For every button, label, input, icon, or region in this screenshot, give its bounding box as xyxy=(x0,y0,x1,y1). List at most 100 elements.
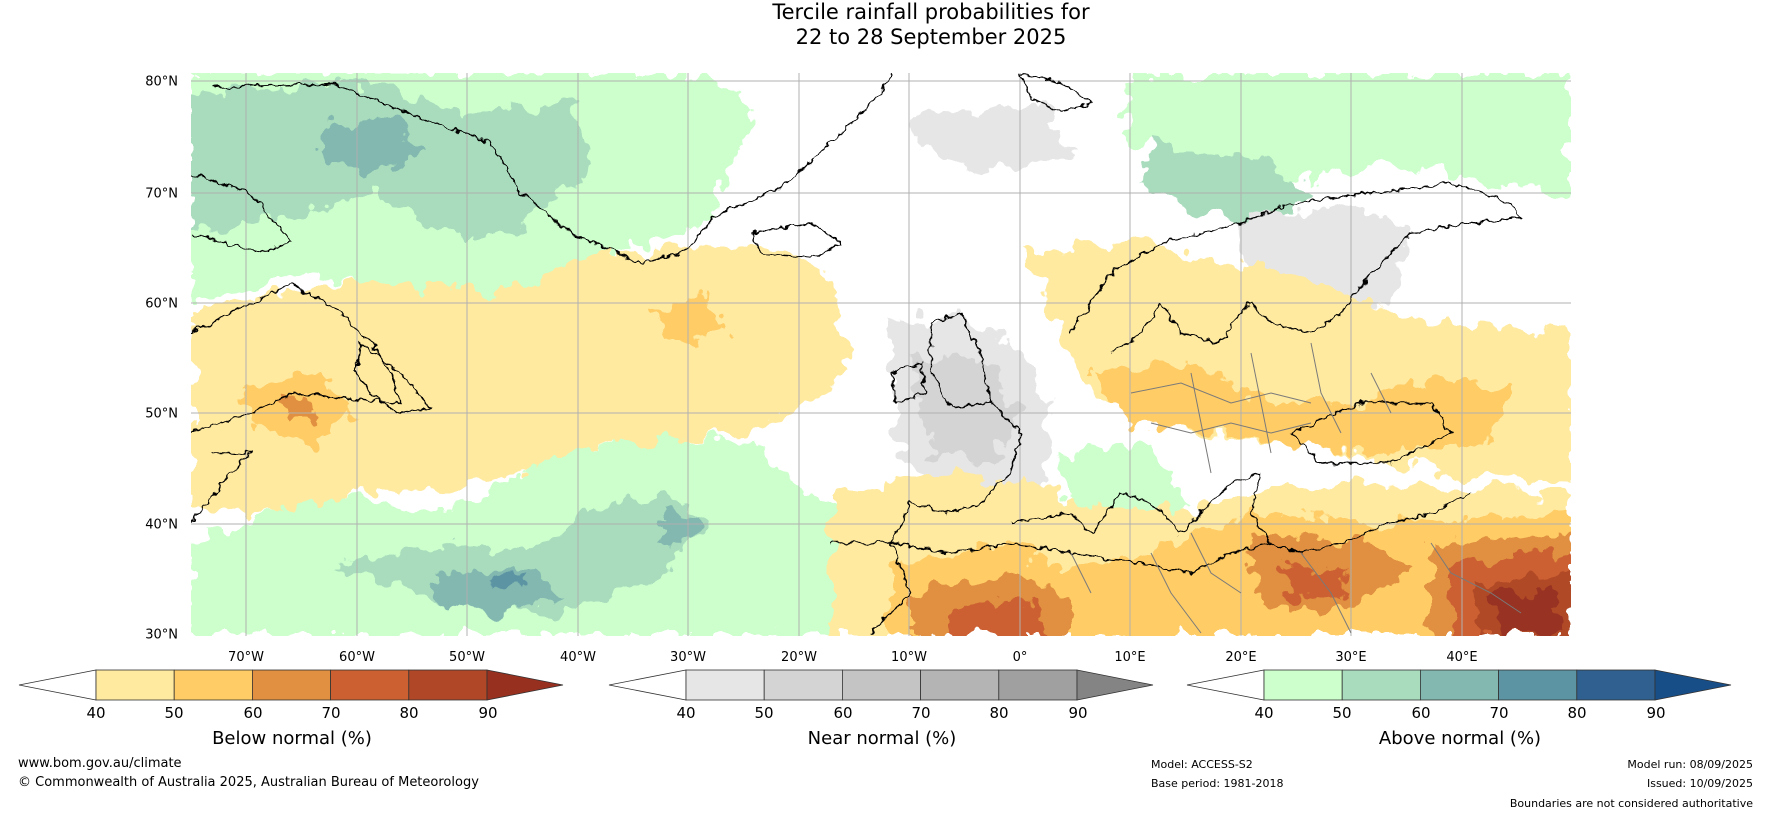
below-normal-region-east-europe xyxy=(1021,243,1571,483)
above-normal-region-greenland-core xyxy=(321,118,421,173)
colorbar-below-tick: 90 xyxy=(478,704,498,722)
colorbar-below-normal: 40 50 60 70 80 90 Below normal (%) xyxy=(18,668,566,749)
colorbar-swatch xyxy=(1419,669,1499,701)
colorbar-above-tick: 70 xyxy=(1489,704,1509,722)
footer-website[interactable]: www.bom.gov.au/climate xyxy=(18,756,182,771)
colorbar-near-tick: 70 xyxy=(911,704,931,722)
country-borders xyxy=(1070,342,1522,634)
lon-label-20w: 20°W xyxy=(781,650,817,665)
colorbar-extend-high xyxy=(1076,669,1154,701)
colorbar-below-tick: 80 xyxy=(399,704,419,722)
lon-label-60w: 60°W xyxy=(339,650,375,665)
lon-label-50w: 50°W xyxy=(449,650,485,665)
colorbar-near-label: Near normal (%) xyxy=(807,728,957,749)
colorbar-above-tick: 80 xyxy=(1567,704,1587,722)
colorbar-above-tick: 50 xyxy=(1332,704,1352,722)
coast-canada xyxy=(191,172,402,524)
above-normal-region-atlantic-strong xyxy=(341,493,711,613)
colorbar-swatch xyxy=(330,669,410,701)
coast-newfoundland xyxy=(355,341,433,414)
coast-black-sea xyxy=(1289,402,1453,464)
colorbar-swatch xyxy=(998,669,1078,701)
lon-label-0: 0° xyxy=(1012,650,1028,665)
colorbar-below-tick: 60 xyxy=(243,704,263,722)
colorbar-above-swatches xyxy=(1186,669,1732,701)
map-title: Tercile rainfall probabilities for 22 to… xyxy=(0,0,1770,50)
lon-label-30w: 30°W xyxy=(670,650,706,665)
colorbar-above-tick: 60 xyxy=(1411,704,1431,722)
colorbar-swatch xyxy=(173,669,253,701)
lon-label-30e: 30°E xyxy=(1335,650,1367,665)
colorbar-near-tick: 40 xyxy=(676,704,696,722)
below-normal-region-newfoundland xyxy=(281,391,319,423)
lon-label-40w: 40°W xyxy=(560,650,596,665)
colorbar-below-tick: 70 xyxy=(321,704,341,722)
colorbar-swatch xyxy=(408,669,488,701)
coast-europe xyxy=(870,402,1472,634)
colorbar-below-tick: 40 xyxy=(86,704,106,722)
below-normal-region-atlantic-strong xyxy=(241,293,731,443)
above-normal-region-barents xyxy=(1141,143,1311,223)
colorbar-swatch xyxy=(1263,669,1343,701)
lat-label-30n: 30°N xyxy=(145,627,178,643)
title-line-1: Tercile rainfall probabilities for xyxy=(772,0,1090,24)
probability-fields xyxy=(191,73,1571,636)
coast-iceland xyxy=(749,222,843,259)
colorbar-above-label: Above normal (%) xyxy=(1378,728,1542,749)
colorbar-extend-low xyxy=(18,669,97,701)
colorbar-swatch xyxy=(95,669,175,701)
colorbar-extend-low xyxy=(1186,669,1265,701)
lon-label-40e: 40°E xyxy=(1446,650,1478,665)
below-normal-region-east-europe-strong xyxy=(1091,363,1511,453)
colorbar-swatch xyxy=(841,669,921,701)
colorbar-below-tick: 50 xyxy=(164,704,184,722)
lon-label-10e: 10°E xyxy=(1114,650,1146,665)
colorbar-swatch xyxy=(763,669,843,701)
colorbar-near-tick: 60 xyxy=(833,704,853,722)
footer-disclaimer: Boundaries are not considered authoritat… xyxy=(1509,797,1753,810)
colorbar-near-normal: 40 50 60 70 80 90 Near normal (%) xyxy=(608,668,1156,749)
coast-greenland xyxy=(210,73,892,264)
colorbar-above-normal: 40 50 60 70 80 90 Above normal (%) xyxy=(1186,668,1734,749)
colorbar-swatch xyxy=(1498,669,1578,701)
lat-label-60n: 60°N xyxy=(145,296,178,312)
footer-copyright: © Commonwealth of Australia 2025, Austra… xyxy=(18,775,479,790)
colorbar-swatch xyxy=(1341,669,1421,701)
below-normal-region-iraq-core xyxy=(1491,588,1561,636)
lat-label-70n: 70°N xyxy=(145,186,178,202)
colorbar-extend-low xyxy=(608,669,687,701)
coast-norway xyxy=(1070,182,1523,354)
colorbar-near-tick: 80 xyxy=(989,704,1009,722)
colorbar-swatch xyxy=(1576,669,1656,701)
lon-label-70w: 70°W xyxy=(228,650,264,665)
colorbar-above-tick: 40 xyxy=(1254,704,1274,722)
rainfall-probability-map[interactable] xyxy=(191,73,1571,636)
colorbar-below-label: Below normal (%) xyxy=(212,728,372,749)
coast-svalbard xyxy=(1020,73,1093,114)
lon-label-10w: 10°W xyxy=(891,650,927,665)
colorbar-near-tick: 90 xyxy=(1068,704,1088,722)
lat-label-40n: 40°N xyxy=(145,517,178,533)
colorbar-below-swatches xyxy=(18,669,564,701)
colorbar-swatch xyxy=(251,669,331,701)
footer-issued: Issued: 10/09/2025 xyxy=(1646,777,1753,790)
lat-label-80n: 80°N xyxy=(145,74,178,90)
above-normal-region-atlantic xyxy=(191,433,891,636)
near-normal-region-arctic xyxy=(911,103,1071,173)
footer-base-period: Base period: 1981-2018 xyxy=(1151,777,1284,790)
colorbar-extend-high xyxy=(1654,669,1732,701)
map-canvas xyxy=(191,73,1571,636)
lon-label-20e: 20°E xyxy=(1225,650,1257,665)
title-line-2: 22 to 28 September 2025 xyxy=(795,25,1067,49)
footer-model: Model: ACCESS-S2 xyxy=(1151,758,1253,771)
lat-label-50n: 50°N xyxy=(145,406,178,422)
colorbar-near-swatches xyxy=(608,669,1154,701)
gridlines xyxy=(191,73,1571,636)
colorbar-above-tick: 90 xyxy=(1646,704,1666,722)
colorbar-swatch xyxy=(685,669,765,701)
colorbar-extend-high xyxy=(486,669,564,701)
above-normal-region-atlantic-max xyxy=(491,573,526,591)
colorbar-near-tick: 50 xyxy=(754,704,774,722)
colorbar-swatch xyxy=(920,669,1000,701)
near-normal-region-europe-strong xyxy=(911,353,1021,463)
